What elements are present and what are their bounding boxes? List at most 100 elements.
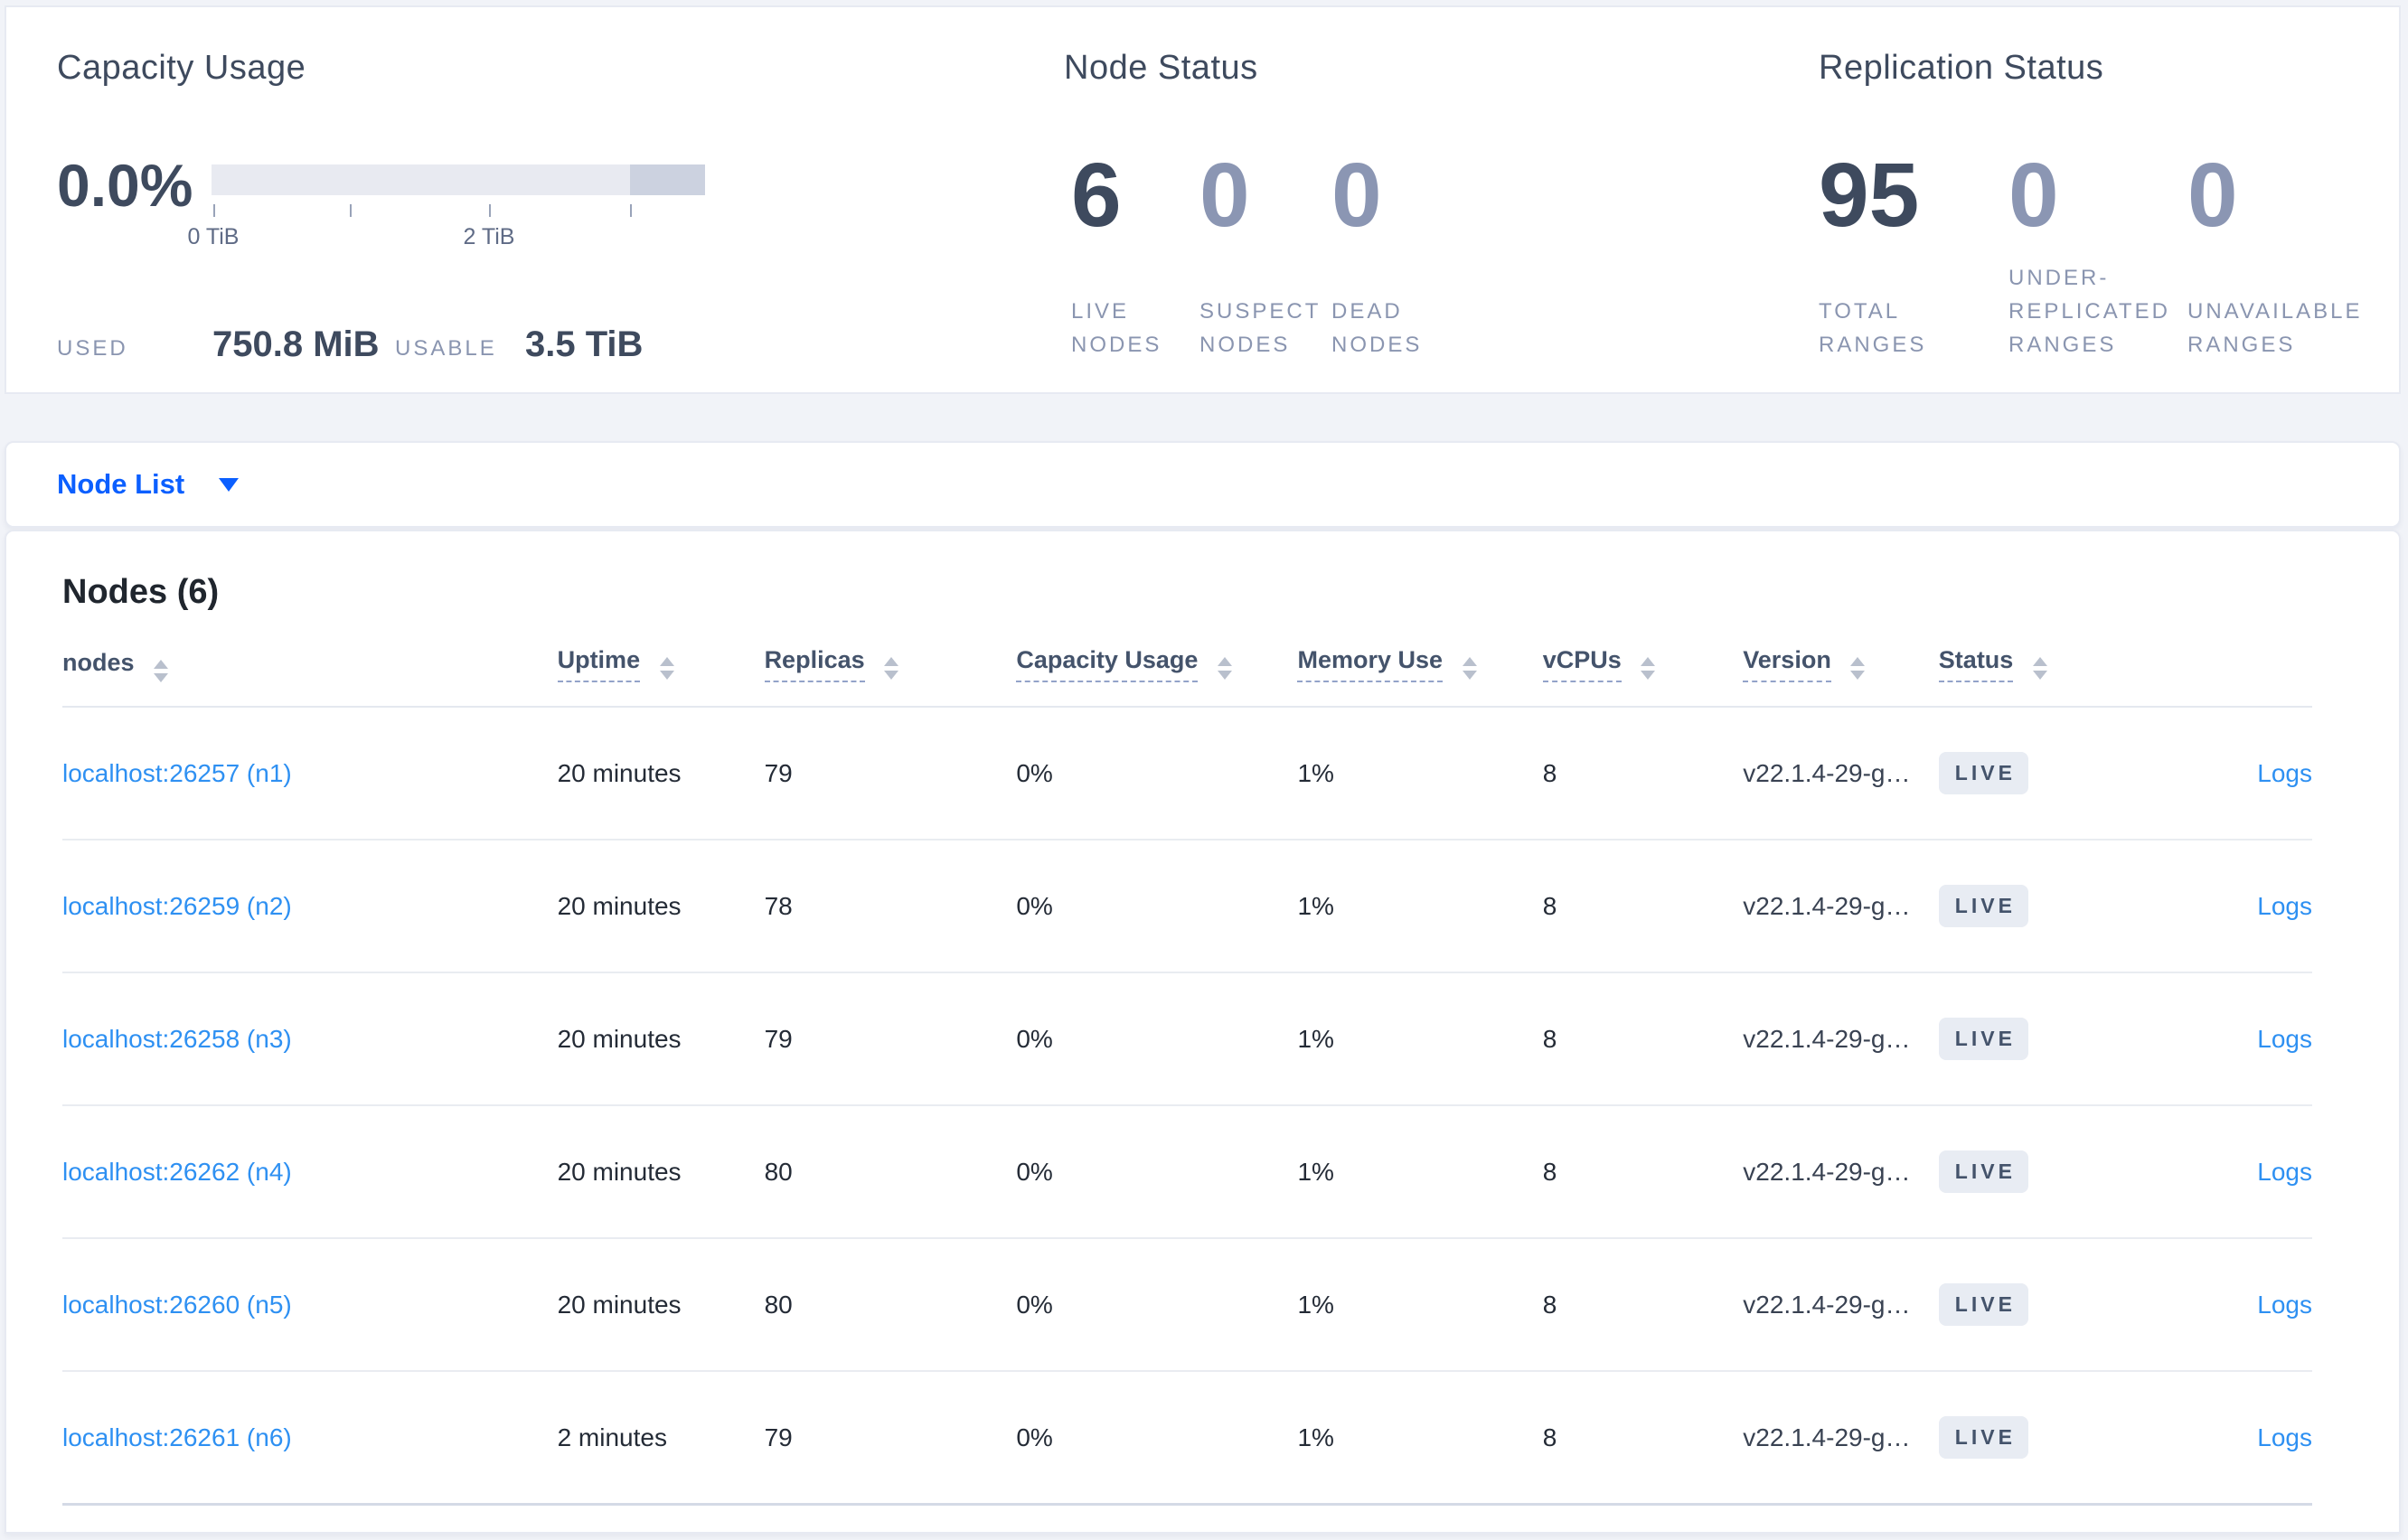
capacity-cell: 0% <box>1016 972 1298 1106</box>
column-header-label: Uptime <box>557 646 641 682</box>
node-link[interactable]: localhost:26259 (n2) <box>62 891 292 920</box>
version-cell: v22.1.4-29-g… <box>1743 840 1939 973</box>
node-list-dropdown[interactable]: Node List <box>57 468 240 501</box>
column-header-memory-use[interactable]: Memory Use <box>1297 646 1543 708</box>
replicas-cell: 80 <box>764 1105 1017 1239</box>
live-nodes-count: 6 <box>1071 145 1122 246</box>
vcpus-cell: 8 <box>1542 707 1744 840</box>
stat-label-line: TOTAL <box>1819 299 1901 324</box>
column-header-label: Version <box>1743 646 1831 682</box>
table-row: localhost:26261 (n6) 2 minutes 79 0% 1% … <box>62 1371 2312 1506</box>
sort-icon[interactable] <box>659 657 674 680</box>
table-row: localhost:26258 (n3) 20 minutes 79 0% 1%… <box>62 972 2312 1106</box>
column-header-label: vCPUs <box>1542 646 1622 682</box>
usable-value: 3.5 TiB <box>525 324 644 364</box>
vcpus-cell: 8 <box>1542 840 1744 973</box>
sort-icon[interactable] <box>2032 657 2047 680</box>
replication-status-title: Replication Status <box>1819 49 2104 87</box>
node-list-bar: Node List <box>5 441 2401 528</box>
logs-link[interactable]: Logs <box>2257 1423 2312 1451</box>
column-header-uptime[interactable]: Uptime <box>557 646 765 708</box>
sort-icon[interactable] <box>1462 657 1477 680</box>
capacity-cell: 0% <box>1016 1238 1298 1372</box>
dead-nodes-label: DEAD NODES <box>1331 295 1422 362</box>
usable-label: USABLE <box>395 336 497 361</box>
used-label: USED <box>57 336 128 361</box>
node-link[interactable]: localhost:26260 (n5) <box>62 1290 292 1319</box>
uptime-cell: 20 minutes <box>557 972 765 1106</box>
column-header-version[interactable]: Version <box>1743 646 1939 708</box>
capacity-cell: 0% <box>1016 840 1298 973</box>
stat-label-line: UNAVAILABLE <box>2187 299 2363 324</box>
column-header-label: nodes <box>62 649 135 676</box>
status-cell: LIVE <box>1938 972 2140 1106</box>
used-value: 750.8 MiB <box>212 324 380 364</box>
version-cell: v22.1.4-29-g… <box>1743 707 1939 840</box>
stat-label-line: NODES <box>1199 333 1291 357</box>
capacity-bar-dark-segment <box>630 164 705 195</box>
sort-icon[interactable] <box>154 660 169 682</box>
uptime-cell: 20 minutes <box>557 840 765 973</box>
vcpus-cell: 8 <box>1542 1371 1744 1506</box>
sort-icon[interactable] <box>1850 657 1866 680</box>
column-header-nodes[interactable]: nodes <box>62 646 558 708</box>
memory-cell: 1% <box>1297 707 1543 840</box>
logs-link[interactable]: Logs <box>2257 1157 2312 1186</box>
node-link[interactable]: localhost:26257 (n1) <box>62 758 292 787</box>
table-row: localhost:26259 (n2) 20 minutes 78 0% 1%… <box>62 840 2312 973</box>
nodes-panel: Nodes (6) nodes Uptime Replic <box>5 530 2401 1534</box>
capacity-used-percent: 0.0% <box>57 152 193 219</box>
cluster-summary-panel: Capacity Usage 0.0% 0 TiB 2 TiB USED 750… <box>5 5 2401 394</box>
column-header-vcpus[interactable]: vCPUs <box>1542 646 1744 708</box>
stat-label-line: SUSPECT <box>1199 299 1322 324</box>
stat-label-line: NODES <box>1071 333 1162 357</box>
nodes-table: nodes Uptime Replicas Capacity Usage <box>62 646 2312 1506</box>
uptime-cell: 20 minutes <box>557 1238 765 1372</box>
capacity-bar-chart: 0 TiB 2 TiB <box>188 164 705 282</box>
logs-link[interactable]: Logs <box>2257 758 2312 787</box>
logs-link[interactable]: Logs <box>2257 891 2312 920</box>
stat-label-line: NODES <box>1331 333 1423 357</box>
stat-label-line: RANGES <box>1819 333 1927 357</box>
status-cell: LIVE <box>1938 1105 2140 1239</box>
memory-cell: 1% <box>1297 972 1543 1106</box>
axis-tick <box>213 204 215 217</box>
sort-icon[interactable] <box>1641 657 1656 680</box>
status-badge: LIVE <box>1938 1150 2028 1193</box>
node-status-title: Node Status <box>1064 49 1258 87</box>
replicas-cell: 79 <box>764 972 1017 1106</box>
column-header-label: Status <box>1938 646 2014 682</box>
axis-tick <box>489 204 491 217</box>
node-link[interactable]: localhost:26261 (n6) <box>62 1423 292 1451</box>
stat-label-line: LIVE <box>1071 299 1130 324</box>
column-header-label: Replicas <box>764 646 865 682</box>
node-link[interactable]: localhost:26262 (n4) <box>62 1157 292 1186</box>
version-cell: v22.1.4-29-g… <box>1743 1105 1939 1239</box>
sort-icon[interactable] <box>884 657 899 680</box>
status-badge: LIVE <box>1938 752 2028 794</box>
column-header-replicas[interactable]: Replicas <box>764 646 1017 708</box>
uptime-cell: 2 minutes <box>557 1371 765 1506</box>
column-header-capacity-usage[interactable]: Capacity Usage <box>1016 646 1298 708</box>
replicas-cell: 78 <box>764 840 1017 973</box>
node-link[interactable]: localhost:26258 (n3) <box>62 1024 292 1053</box>
replicas-cell: 80 <box>764 1238 1017 1372</box>
uptime-cell: 20 minutes <box>557 707 765 840</box>
stat-label-line: REPLICATED <box>2008 299 2170 324</box>
column-header-status[interactable]: Status <box>1938 646 2140 708</box>
suspect-nodes-count: 0 <box>1199 145 1250 246</box>
logs-link[interactable]: Logs <box>2257 1290 2312 1319</box>
status-cell: LIVE <box>1938 1238 2140 1372</box>
chevron-down-icon <box>219 477 240 492</box>
capacity-cell: 0% <box>1016 1105 1298 1239</box>
stat-label-line: DEAD <box>1331 299 1403 324</box>
memory-cell: 1% <box>1297 1105 1543 1239</box>
logs-link[interactable]: Logs <box>2257 1024 2312 1053</box>
live-nodes-label: LIVE NODES <box>1071 295 1162 362</box>
capacity-cell: 0% <box>1016 1371 1298 1506</box>
sort-icon[interactable] <box>1217 657 1232 680</box>
table-row: localhost:26257 (n1) 20 minutes 79 0% 1%… <box>62 707 2312 840</box>
status-badge: LIVE <box>1938 1283 2028 1326</box>
suspect-nodes-label: SUSPECT NODES <box>1199 295 1321 362</box>
